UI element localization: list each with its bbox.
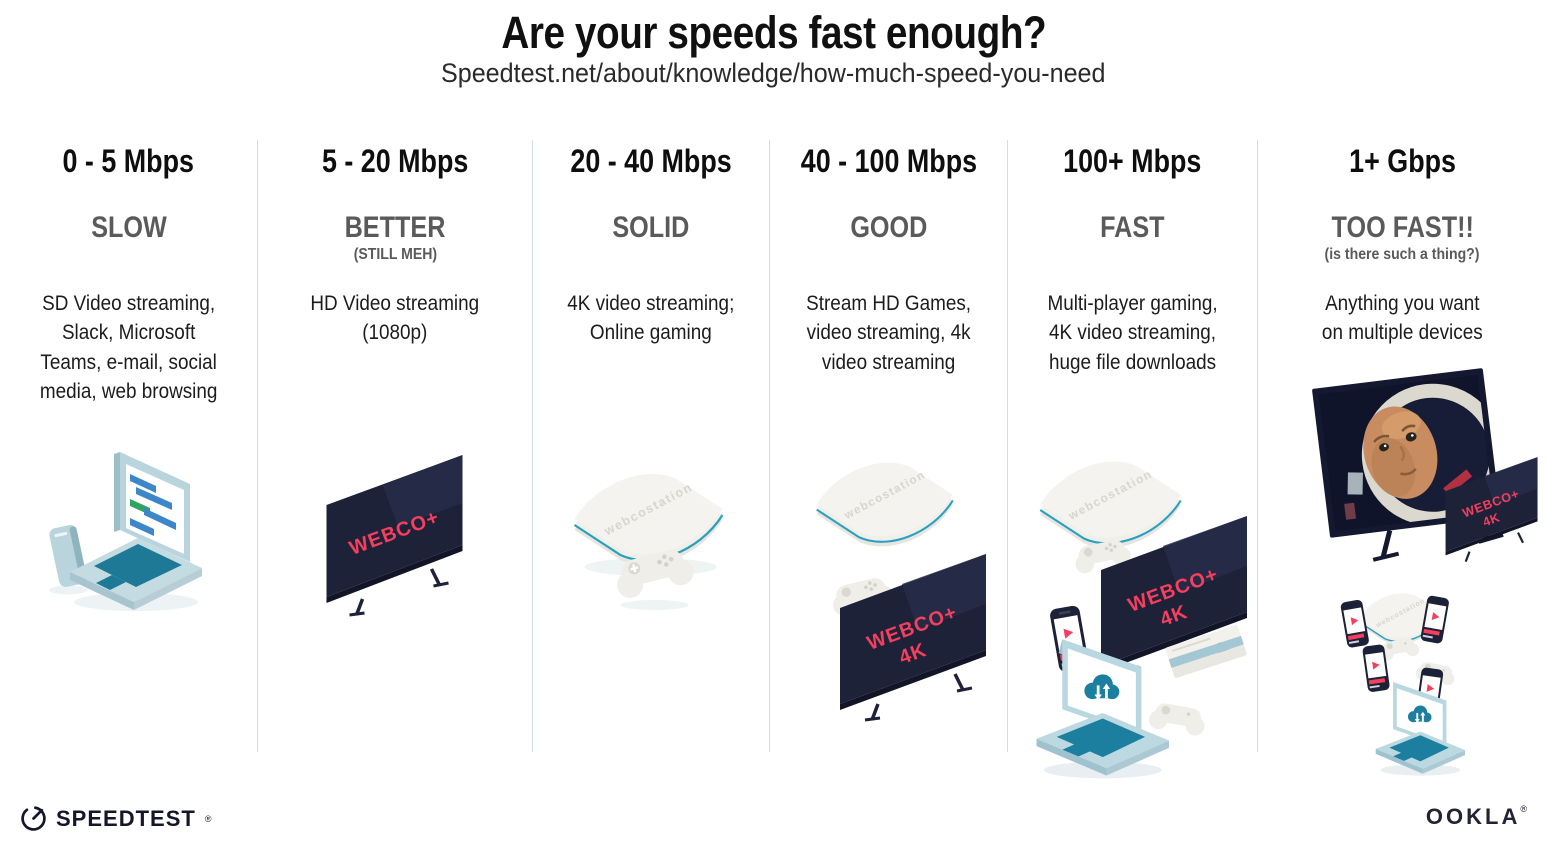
- tier-label: GOOD: [849, 211, 927, 244]
- console-tv-illustration: webcostation: [784, 438, 994, 728]
- console-body-icon: webcostation: [1358, 593, 1442, 645]
- console-tv-icon: webcostation: [815, 462, 986, 722]
- tier-note: (is there such a thing?): [1325, 246, 1480, 263]
- ookla-logo: OOKLA®: [1426, 804, 1527, 830]
- media-phone-icon: [1049, 605, 1089, 672]
- column-description: Stream HD Games, video streaming, 4k vid…: [806, 292, 971, 374]
- laptop-icon: [69, 452, 202, 610]
- tier-label: FAST: [1100, 211, 1165, 244]
- speed-range-heading: 5 - 20 Mbps: [321, 143, 469, 179]
- header: Are your speeds fast enough? Speedtest.n…: [0, 8, 1547, 89]
- column-5-20-mbps: 5 - 20 Mbps BETTER (STILL MEH) HD Video …: [258, 140, 533, 752]
- column-40-100-mbps: 40 - 100 Mbps GOOD Stream HD Games, vide…: [770, 140, 1008, 752]
- everything-icon: WEBCO+ 4K webcostation: [1311, 368, 1538, 776]
- speed-range-heading: 40 - 100 Mbps: [800, 143, 977, 179]
- column-20-40-mbps: 20 - 40 Mbps SOLID 4K video streaming; O…: [533, 140, 770, 752]
- column-1-plus-gbps: 1+ Gbps TOO FAST!! (is there such a thin…: [1258, 140, 1547, 776]
- column-description: SD Video streaming, Slack, Microsoft Tea…: [39, 292, 218, 404]
- console-body-icon: webcostation: [1039, 461, 1182, 549]
- media-phone-icon: [1420, 595, 1449, 644]
- tv-4k-icon: WEBCO+ 4K: [1445, 457, 1538, 563]
- speed-range-heading: 1+ Gbps: [1349, 143, 1456, 179]
- tier-label: SOLID: [612, 211, 690, 244]
- tier-label: TOO FAST!!: [1331, 211, 1474, 244]
- cloud-laptop-icon: [1375, 681, 1465, 776]
- game-console-icon: webcostation: [573, 473, 724, 610]
- tier-label: BETTER: [344, 211, 446, 244]
- column-description: 4K video streaming; Online gaming: [567, 292, 735, 345]
- everything-illustration: WEBCO+ 4K webcostation: [1270, 355, 1538, 780]
- multi-device-icon: webcostation: [1036, 461, 1247, 779]
- console-body-icon: webcostation: [573, 473, 724, 566]
- speed-range-heading: 0 - 5 Mbps: [62, 143, 195, 179]
- laptop-phone-illustration: [34, 440, 224, 620]
- laptop-chat-icon: [48, 452, 202, 611]
- tier-note: (STILL MEH): [353, 246, 437, 263]
- column-description: HD Video streaming (1080p): [310, 292, 480, 345]
- movie-tv-icon: [1311, 368, 1504, 562]
- ookla-trademark: ®: [1520, 804, 1527, 814]
- column-100-plus-mbps: 100+ Mbps FAST Multi-player gaming, 4K v…: [1008, 140, 1258, 779]
- speedtest-gauge-icon: [21, 806, 46, 831]
- speed-range-heading: 100+ Mbps: [1063, 143, 1202, 179]
- column-description: Anything you want on multiple devices: [1322, 292, 1483, 345]
- page-title: Are your speeds fast enough?: [501, 7, 1046, 58]
- controller-icon: [617, 550, 694, 598]
- subtitle-url: Speedtest.net/about/knowledge/how-much-s…: [441, 57, 1106, 88]
- console-body-icon: webcostation: [815, 462, 954, 547]
- multi-device-illustration: webcostation: [1017, 436, 1249, 791]
- controller-icon: [1148, 703, 1204, 736]
- tv-resolution-label: 4K: [1480, 510, 1501, 529]
- media-phone-icon: [1340, 599, 1369, 648]
- speed-columns: 0 - 5 Mbps SLOW SD Video streaming, Slac…: [0, 140, 1547, 779]
- tv-4k-icon: WEBCO+ 4K: [1100, 516, 1247, 684]
- column-0-5-mbps: 0 - 5 Mbps SLOW SD Video streaming, Slac…: [0, 140, 258, 752]
- tier-label: SLOW: [90, 211, 167, 244]
- speedtest-trademark: ®: [204, 813, 212, 824]
- ookla-wordmark: OOKLA: [1425, 804, 1521, 829]
- speedtest-logo: SPEEDTEST ®: [20, 805, 211, 832]
- controller-icon: [1074, 540, 1131, 574]
- tv-icon: WEBCO+: [326, 455, 463, 617]
- slim-console-icon: [1165, 625, 1247, 678]
- tv-4k-icon: WEBCO+ 4K: [839, 554, 986, 722]
- console-illustration: webcostation: [559, 445, 744, 620]
- speedtest-wordmark: SPEEDTEST: [56, 805, 196, 831]
- tv-illustration: WEBCO+: [313, 445, 478, 620]
- subtitle-url-wrap: Speedtest.net/about/knowledge/how-much-s…: [0, 58, 1547, 89]
- cloud-laptop-icon: [1036, 639, 1169, 779]
- speed-range-heading: 20 - 40 Mbps: [570, 143, 732, 179]
- column-description: Multi-player gaming, 4K video streaming,…: [1047, 292, 1218, 374]
- media-phone-icon: [1362, 644, 1390, 692]
